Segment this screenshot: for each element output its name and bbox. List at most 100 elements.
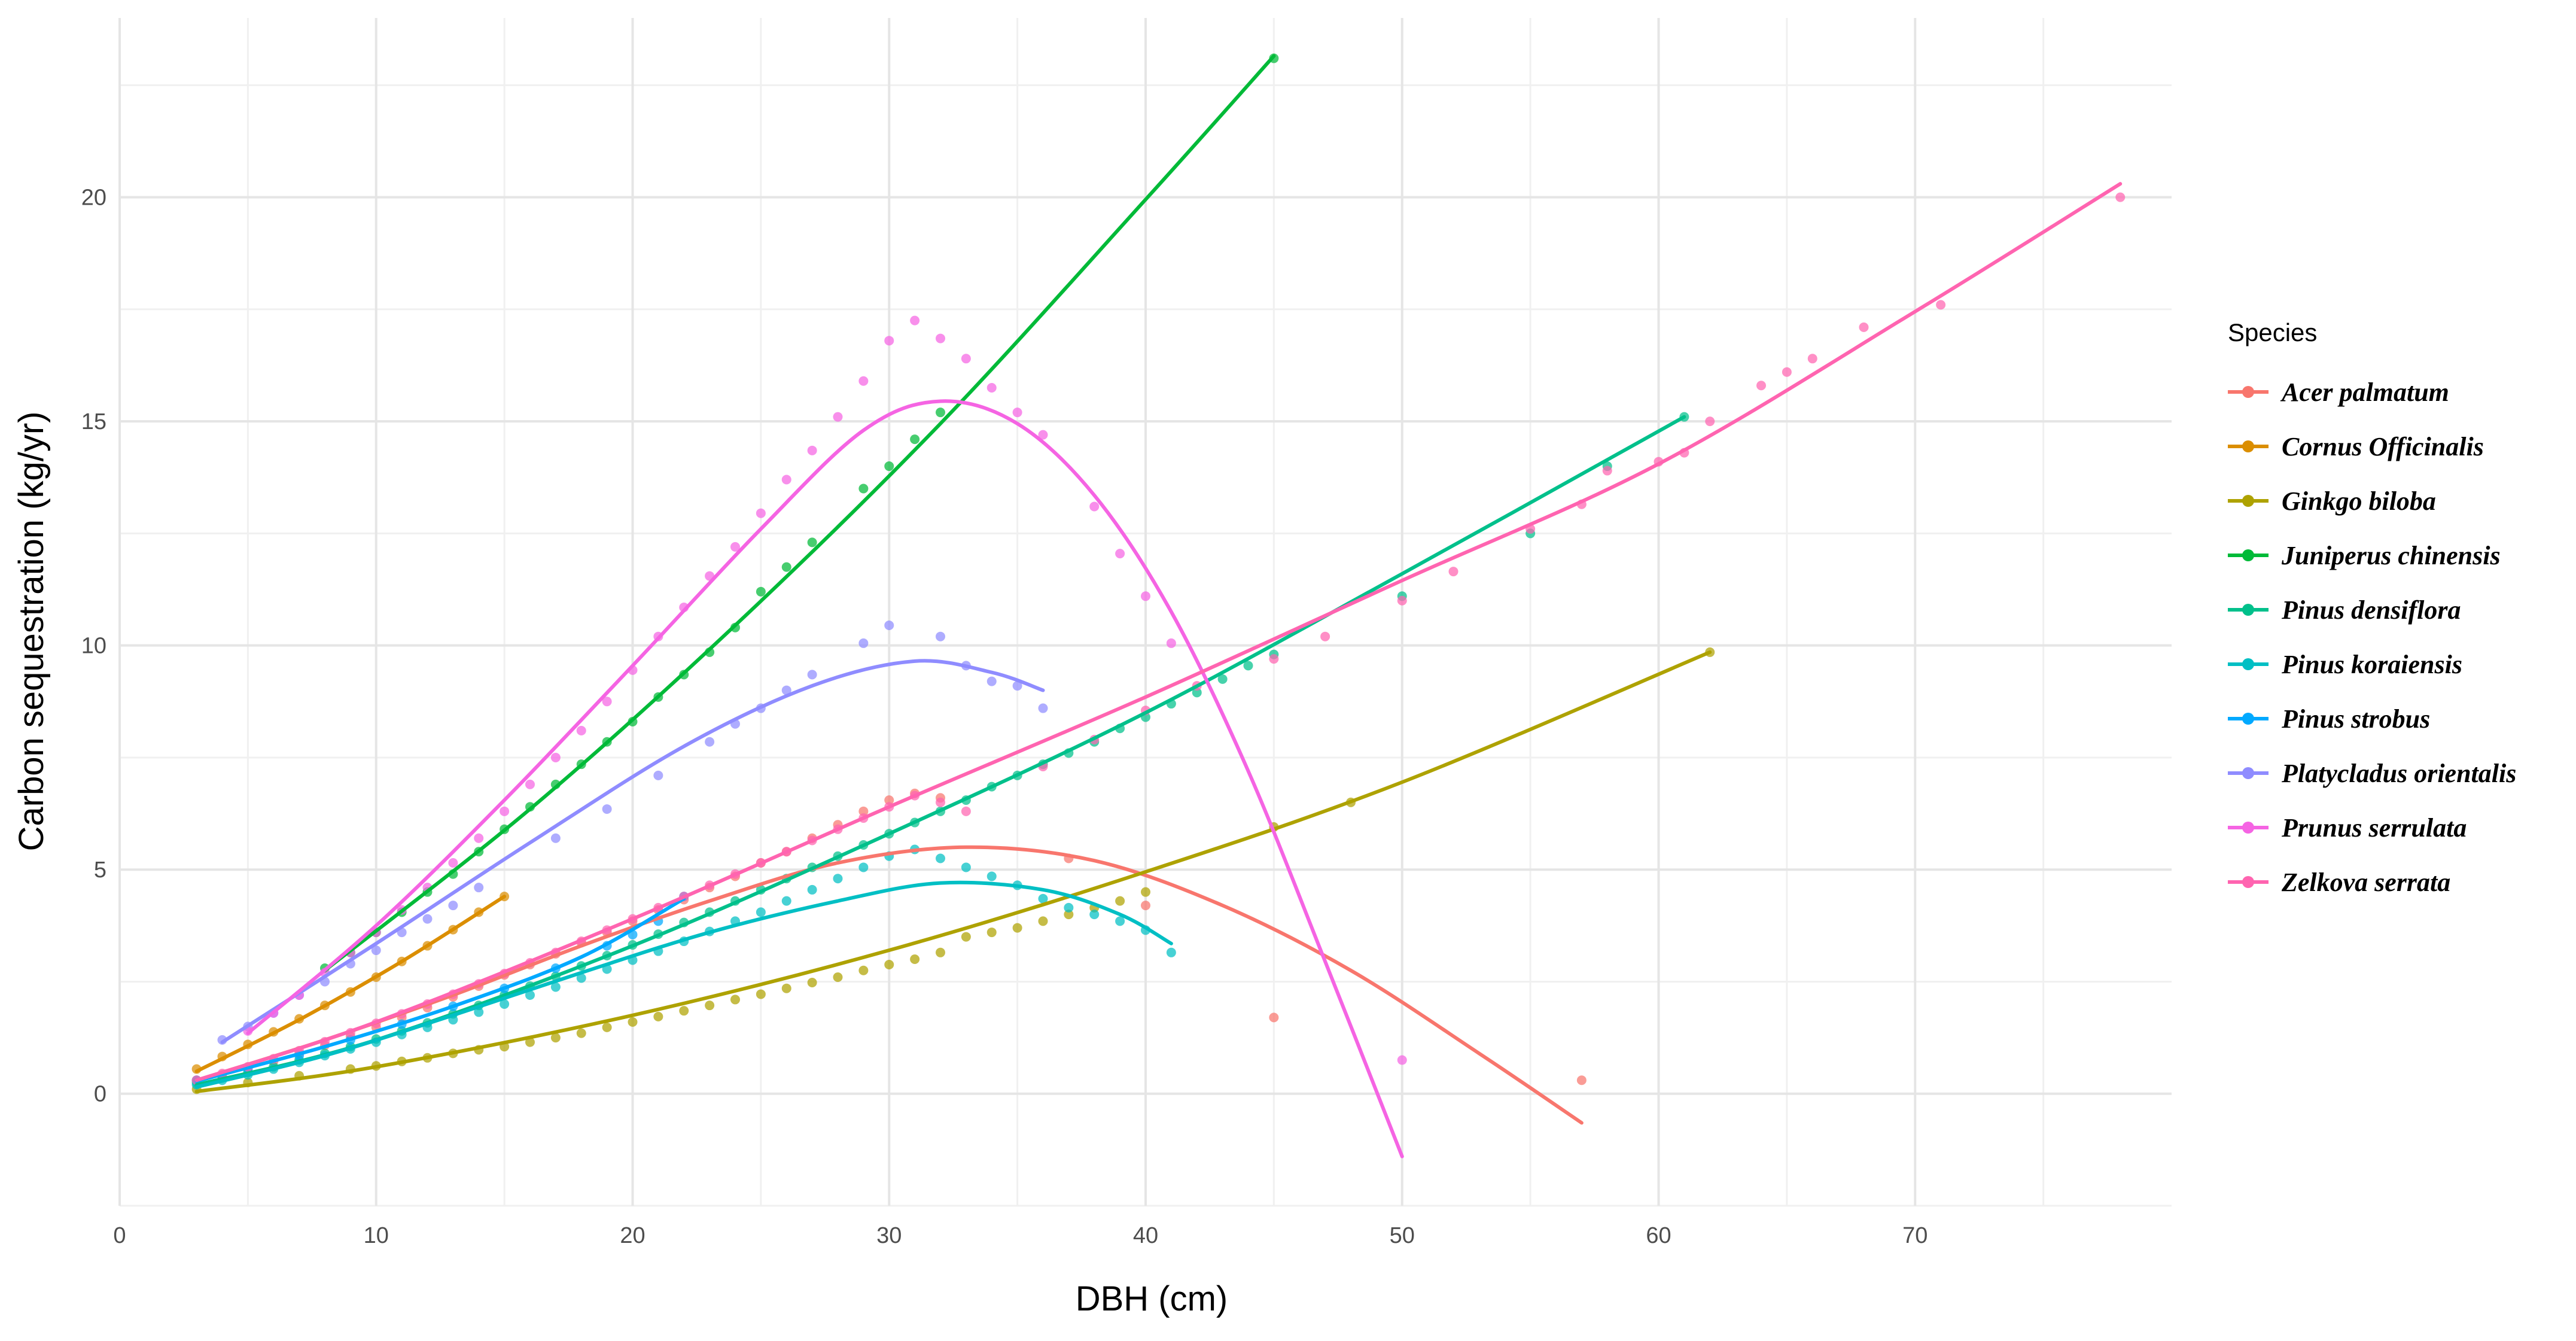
data-point bbox=[1936, 300, 1946, 310]
data-point bbox=[1166, 638, 1176, 648]
fit-line-prunus-serrulata bbox=[246, 399, 1404, 1158]
data-point bbox=[833, 972, 843, 982]
data-point bbox=[730, 995, 740, 1005]
legend-item-zelkova-serrata: Zelkova serrata bbox=[2228, 868, 2450, 897]
legend-item-ginkgo-biloba: Ginkgo biloba bbox=[2228, 486, 2436, 516]
data-point bbox=[1320, 631, 1330, 641]
data-point bbox=[833, 874, 843, 884]
x-tick-label: 40 bbox=[1133, 1223, 1158, 1248]
legend-label: Pinus densiflora bbox=[2281, 595, 2461, 625]
legend-label: Cornus Officinalis bbox=[2282, 432, 2484, 461]
legend-item-acer-palmatum: Acer palmatum bbox=[2228, 378, 2449, 407]
x-tick-label: 20 bbox=[620, 1223, 645, 1248]
data-point bbox=[1012, 923, 1022, 933]
legend-title: Species bbox=[2228, 318, 2317, 346]
data-point bbox=[781, 475, 791, 485]
plot-area bbox=[191, 53, 2126, 1158]
fit-line-acer-palmatum bbox=[194, 845, 1584, 1125]
y-tick-label: 20 bbox=[81, 186, 106, 211]
legend-label: Pinus strobus bbox=[2281, 704, 2430, 734]
legend-key-point bbox=[2242, 440, 2254, 452]
legend-item-platycladus-orientalis: Platycladus orientalis bbox=[2228, 759, 2516, 788]
data-point bbox=[884, 461, 894, 472]
legend-key-point bbox=[2242, 713, 2254, 725]
data-point bbox=[1217, 674, 1228, 684]
data-point bbox=[602, 804, 612, 814]
data-point bbox=[1859, 322, 1869, 332]
data-point bbox=[936, 631, 945, 641]
data-point bbox=[986, 871, 997, 881]
data-point bbox=[1269, 1012, 1279, 1023]
data-point bbox=[1012, 681, 1022, 691]
data-point bbox=[781, 685, 791, 695]
data-point bbox=[884, 336, 894, 346]
data-point bbox=[653, 770, 663, 780]
fit-line-pinus-koraiensis bbox=[194, 880, 1173, 1089]
data-point bbox=[576, 973, 586, 983]
data-point bbox=[858, 965, 869, 975]
x-tick-label: 60 bbox=[1646, 1223, 1671, 1248]
y-tick-label: 10 bbox=[81, 634, 106, 659]
data-point bbox=[936, 797, 945, 807]
data-point bbox=[1038, 893, 1048, 904]
data-point bbox=[1064, 910, 1074, 920]
data-point bbox=[858, 484, 869, 494]
x-tick-label: 50 bbox=[1390, 1223, 1415, 1248]
data-point bbox=[550, 982, 561, 992]
data-point bbox=[1115, 896, 1125, 906]
series-pinus-densiflora bbox=[191, 412, 1689, 1088]
data-point bbox=[756, 989, 766, 999]
data-point bbox=[986, 928, 997, 938]
data-point bbox=[602, 697, 612, 707]
data-point bbox=[550, 752, 561, 762]
data-point bbox=[936, 408, 945, 418]
data-point bbox=[858, 638, 869, 648]
data-point bbox=[1012, 408, 1022, 418]
legend-label: Platycladus orientalis bbox=[2281, 759, 2516, 788]
data-point bbox=[500, 806, 510, 816]
legend-item-pinus-koraiensis: Pinus koraiensis bbox=[2228, 650, 2462, 679]
series-zelkova-serrata bbox=[191, 192, 2126, 1085]
legend-label: Prunus serrulata bbox=[2281, 813, 2467, 843]
x-axis-ticks: 0 10 20 30 40 50 60 70 bbox=[113, 1223, 1928, 1248]
data-point bbox=[1269, 654, 1279, 664]
data-point bbox=[884, 960, 894, 970]
data-point bbox=[1141, 901, 1150, 911]
legend-label: Juniperus chinensis bbox=[2281, 541, 2501, 570]
data-point bbox=[986, 382, 997, 393]
data-point bbox=[858, 806, 869, 816]
data-point bbox=[1243, 661, 1253, 671]
legend-key-point bbox=[2242, 822, 2254, 834]
data-point bbox=[1115, 916, 1125, 926]
fit-line-ginkgo-biloba bbox=[194, 650, 1712, 1093]
legend-item-juniperus-chinensis: Juniperus chinensis bbox=[2228, 541, 2501, 570]
data-point bbox=[1448, 567, 1458, 577]
data-point bbox=[833, 412, 843, 422]
data-point bbox=[781, 983, 791, 993]
y-axis-title: Carbon sequestration (kg/yr) bbox=[12, 412, 51, 852]
data-point bbox=[961, 932, 971, 942]
data-point bbox=[1397, 1055, 1407, 1065]
data-point bbox=[1064, 902, 1074, 913]
data-point bbox=[628, 1017, 638, 1027]
data-point bbox=[448, 901, 458, 911]
data-point bbox=[2115, 192, 2126, 202]
x-tick-label: 70 bbox=[1902, 1223, 1928, 1248]
data-point bbox=[807, 884, 817, 895]
fit-line-juniperus-chinensis bbox=[323, 54, 1276, 972]
legend-label: Ginkgo biloba bbox=[2282, 486, 2436, 516]
data-point bbox=[1038, 916, 1048, 926]
data-point bbox=[936, 333, 945, 343]
fit-line-zelkova-serrata bbox=[194, 182, 2123, 1082]
data-point bbox=[807, 977, 817, 987]
data-point bbox=[858, 862, 869, 872]
legend-label: Zelkova serrata bbox=[2281, 868, 2450, 897]
data-point bbox=[525, 990, 535, 1000]
data-point bbox=[500, 999, 510, 1009]
data-point bbox=[986, 676, 997, 686]
x-tick-label: 30 bbox=[876, 1223, 902, 1248]
data-point bbox=[1141, 887, 1150, 897]
data-point bbox=[474, 833, 484, 843]
x-tick-label: 0 bbox=[113, 1223, 126, 1248]
